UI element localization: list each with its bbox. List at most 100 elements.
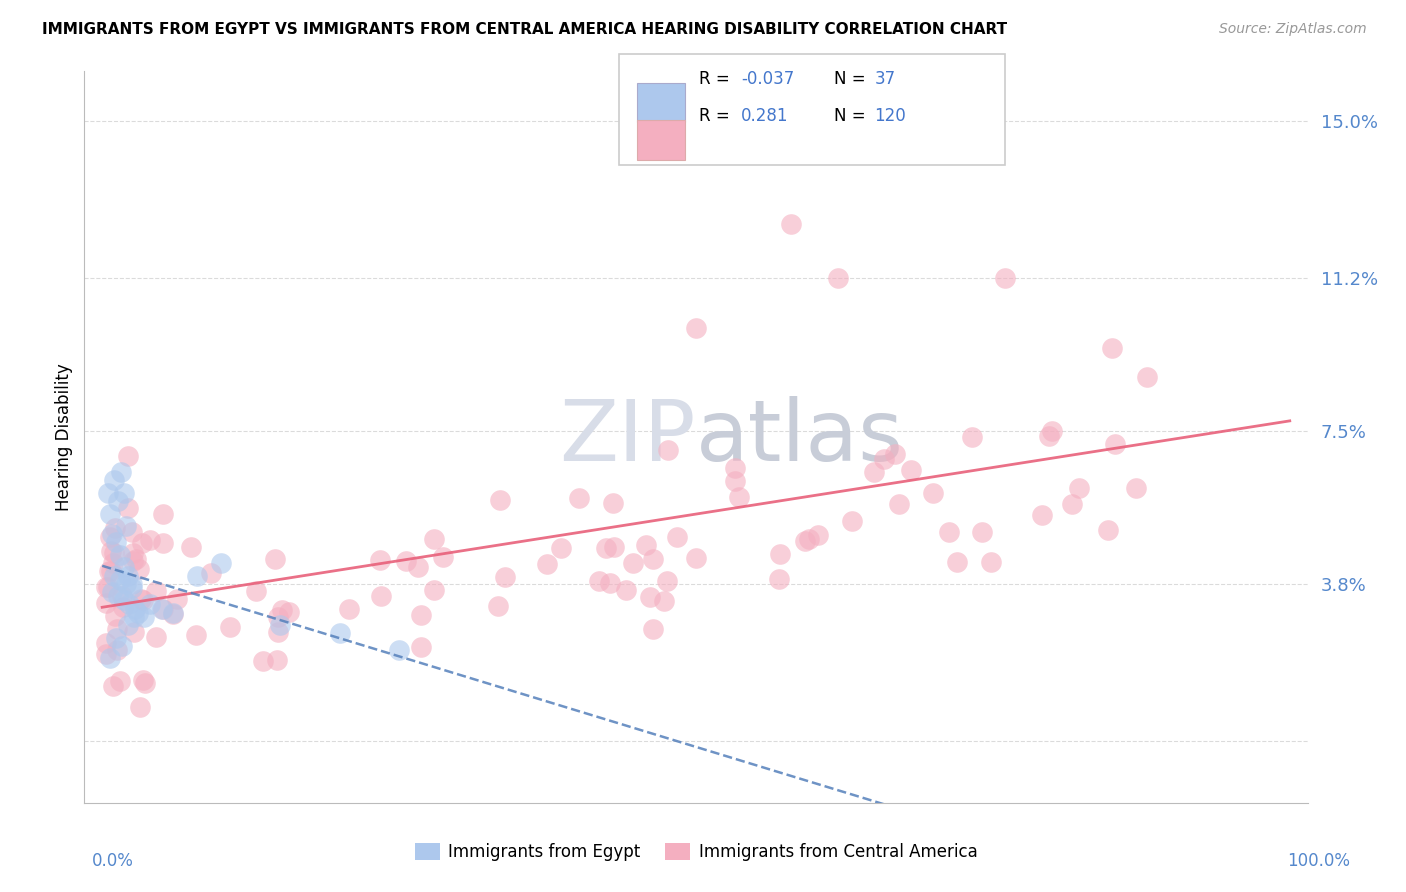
Point [219,620,242,634]
Point [111,639,134,653]
Point [271,603,294,617]
Point [121,581,143,595]
Point [115,576,138,591]
Point [110,589,132,603]
Point [101,680,124,694]
Point [103,568,125,582]
Point [423,533,446,547]
Point [245,583,267,598]
Point [132,610,155,624]
Point [409,607,432,622]
Text: atlas: atlas [696,395,904,479]
Text: R =: R = [699,107,735,125]
Point [127,606,149,620]
Point [110,465,132,479]
Point [960,430,983,444]
Point [1038,429,1060,443]
Point [595,541,617,555]
Point [98,564,121,578]
Point [103,546,125,560]
Point [666,530,689,544]
Point [121,524,143,539]
Point [793,533,815,548]
Text: 120: 120 [875,107,907,125]
Point [117,500,139,515]
Point [621,557,644,571]
Point [124,552,146,566]
Point [105,643,128,657]
Point [180,540,202,554]
Point [264,552,287,566]
Point [394,554,416,568]
Point [938,525,960,540]
Point [329,626,352,640]
Text: 0.281: 0.281 [741,107,789,125]
Point [111,599,134,614]
Point [769,547,792,561]
Point [122,610,145,624]
Point [131,592,153,607]
Point [1040,424,1063,438]
Point [134,676,156,690]
Point [1101,341,1123,355]
Text: R =: R = [699,70,735,87]
Point [118,598,141,612]
Point [150,601,173,615]
Point [900,463,922,477]
Point [122,546,145,560]
Point [105,535,128,549]
Point [100,527,122,541]
Point [128,562,150,576]
Point [536,557,558,571]
Point [107,589,129,603]
Y-axis label: Hearing Disability: Hearing Disability [55,363,73,511]
Point [117,568,139,582]
Point [121,576,143,591]
Point [370,589,392,603]
Point [97,580,120,594]
Point [112,560,135,574]
Point [388,643,411,657]
Point [267,625,290,640]
Point [887,497,910,511]
Point [873,451,896,466]
Point [200,566,222,580]
Point [269,618,291,632]
Text: IMMIGRANTS FROM EGYPT VS IMMIGRANTS FROM CENTRAL AMERICA HEARING DISABILITY CORR: IMMIGRANTS FROM EGYPT VS IMMIGRANTS FROM… [42,22,1007,37]
Point [550,541,572,555]
Point [104,520,127,534]
Point [1136,370,1159,384]
Point [108,673,131,688]
Point [139,533,162,548]
Point [406,560,429,574]
Point [112,593,135,607]
Point [980,555,1002,569]
Point [1125,482,1147,496]
Point [122,625,145,640]
Point [1062,497,1084,511]
Point [614,582,637,597]
Point [186,628,208,642]
Point [104,609,127,624]
Point [486,599,509,613]
Point [162,607,184,621]
Point [884,447,907,461]
Text: Source: ZipAtlas.com: Source: ZipAtlas.com [1219,22,1367,37]
Text: -0.037: -0.037 [741,70,794,87]
Point [863,465,886,479]
Point [162,606,184,620]
Point [685,320,707,334]
Point [131,536,153,550]
Point [152,536,174,550]
Point [432,550,454,565]
Point [599,575,621,590]
Text: 0.0%: 0.0% [91,852,134,870]
Point [994,271,1017,285]
Point [685,550,707,565]
Point [145,584,167,599]
Point [841,514,863,528]
Point [105,631,128,645]
Point [117,618,139,632]
Point [94,596,117,610]
Point [423,582,446,597]
